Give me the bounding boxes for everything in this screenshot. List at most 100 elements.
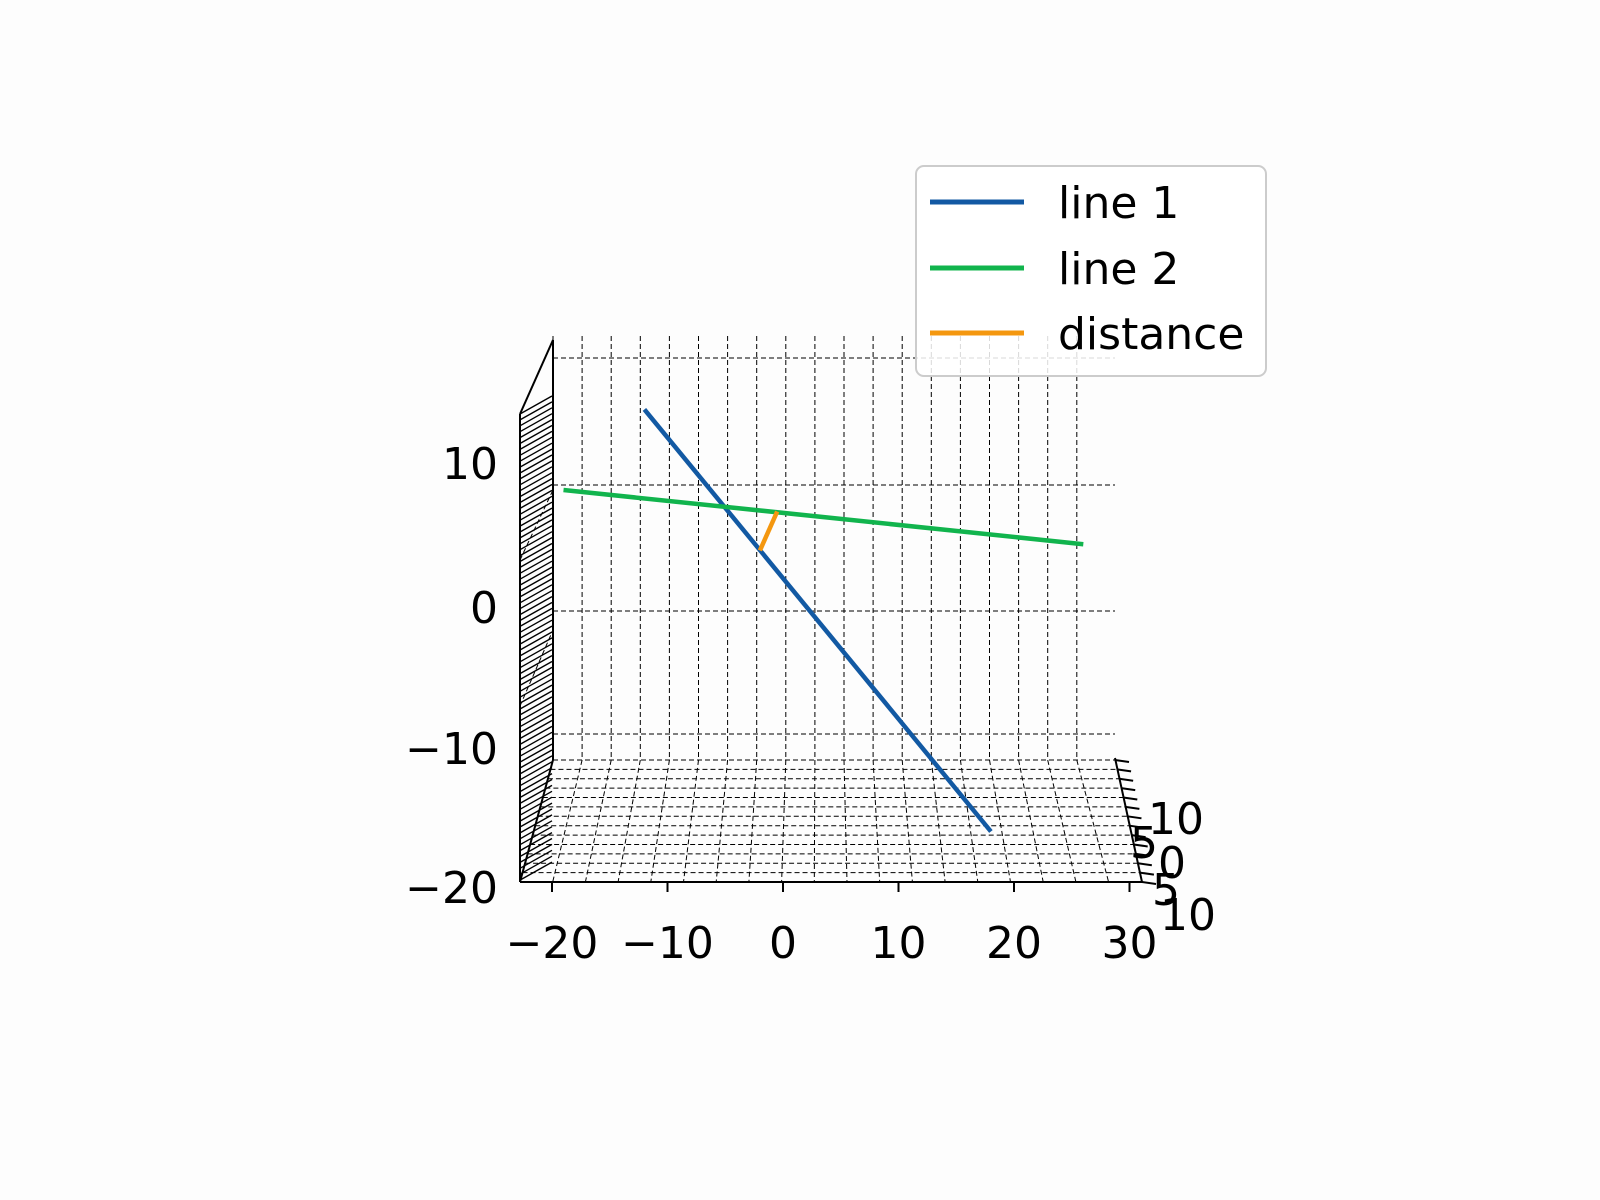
left-pane-hatch — [519, 460, 553, 480]
y-tick-mark — [1127, 815, 1142, 820]
left-pane-hatch — [519, 560, 553, 580]
left-pane-grid — [519, 629, 554, 707]
left-pane-hatch — [519, 660, 553, 681]
x-tick-label: 20 — [986, 918, 1042, 969]
left-pane-hatch — [519, 531, 553, 551]
left-pane-hatch — [519, 702, 553, 722]
y-tick-label: 5 — [1130, 818, 1158, 869]
left-pane-hatch — [519, 855, 553, 875]
left-pane-hatch — [519, 849, 553, 869]
left-pane-hatch — [519, 666, 553, 687]
legend-label-distance: distance — [1058, 309, 1244, 360]
series-line-2 — [563, 487, 1084, 547]
left-pane-hatch — [519, 595, 553, 616]
z-tick-label: −20 — [405, 863, 498, 914]
left-pane-hatch — [519, 601, 553, 622]
left-pane-hatch — [519, 672, 553, 692]
y-tick-mark — [1125, 805, 1140, 810]
legend-box — [915, 165, 1267, 377]
y-tick-mark — [1131, 834, 1146, 839]
left-pane-hatch — [519, 654, 553, 675]
x-axis: −20 −10 0 10 20 30 — [506, 882, 1158, 969]
series-line-1 — [642, 407, 993, 833]
floor-grid-line — [1076, 759, 1110, 883]
left-pane-hatch — [519, 501, 553, 521]
z-tick-label: 10 — [442, 439, 498, 490]
floor-grid-line — [959, 759, 979, 883]
left-pane-hatch — [519, 820, 553, 840]
z-axis: 10 0 −10 −20 — [405, 439, 498, 914]
left-pane-hatch — [519, 424, 553, 445]
y-tick-mark — [1135, 852, 1150, 857]
left-pane-hatch — [519, 613, 553, 633]
left-pane-hatch — [519, 472, 553, 492]
x-tick-label: 30 — [1102, 918, 1158, 969]
left-pane-hatch — [519, 607, 553, 628]
y-tick-mark — [1137, 862, 1152, 867]
floor-grid-line — [584, 759, 612, 883]
y-tick-mark — [1121, 787, 1136, 792]
left-pane-hatch — [519, 489, 553, 510]
left-pane-hatch — [519, 519, 553, 539]
left-pane-hatch — [519, 548, 553, 569]
left-pane-hatch — [519, 743, 553, 763]
left-pane-grid — [519, 489, 554, 561]
left-pane-hatch — [519, 790, 553, 810]
left-pane — [519, 339, 554, 883]
left-pane-hatch — [519, 719, 553, 740]
left-pane-hatch — [519, 507, 553, 527]
left-pane-hatch — [519, 418, 553, 439]
left-pane-hatch — [519, 625, 553, 645]
floor-grid-line — [781, 759, 787, 883]
left-pane-hatch — [519, 778, 553, 799]
x-tick-label: −10 — [621, 918, 714, 969]
left-pane-hatch — [519, 649, 553, 669]
y-tick-mark — [1129, 824, 1144, 829]
left-pane-hatch — [519, 395, 553, 415]
floor-grid-line — [872, 759, 881, 883]
x-tick-label: 10 — [871, 918, 927, 969]
left-pane-hatch — [519, 525, 553, 545]
legend-label-line-2: line 2 — [1058, 244, 1179, 295]
back-grid — [552, 336, 1115, 760]
left-pane-hatch — [519, 413, 553, 433]
left-pane-hatch — [519, 536, 553, 557]
left-pane-hatch — [519, 861, 553, 881]
left-pane-hatch — [519, 631, 553, 651]
series-distance — [757, 510, 780, 552]
left-pane-hatch — [519, 619, 553, 639]
left-pane-hatch — [519, 826, 553, 846]
series-layer — [563, 407, 1084, 833]
left-pane-hatch — [519, 696, 553, 716]
floor-grid-line — [715, 759, 729, 883]
legend-label-line-1: line 1 — [1058, 178, 1179, 229]
floor-grid-line — [901, 759, 913, 883]
left-pane-hatch — [519, 430, 553, 451]
y-tick-mark — [1139, 871, 1155, 876]
z-tick-label: 0 — [470, 583, 498, 634]
floor-grid-line — [1018, 759, 1044, 883]
left-pane-hatch — [519, 755, 553, 775]
left-pane-hatch — [519, 584, 553, 604]
left-pane-hatch — [519, 590, 553, 610]
left-pane-hatch — [519, 554, 553, 574]
y-tick-label: 0 — [1158, 838, 1186, 889]
left-pane-hatch — [519, 749, 553, 769]
floor-grid-line — [552, 759, 583, 883]
left-pane-hatch — [519, 725, 553, 746]
left-pane-hatch — [519, 407, 553, 427]
left-pane-hatch — [519, 436, 553, 456]
y-tick-label: 10 — [1148, 794, 1204, 845]
y-tick-mark — [1133, 843, 1148, 848]
left-pane-hatch — [519, 542, 553, 563]
floor-grid-line — [843, 759, 848, 883]
left-pane-hatch — [519, 767, 553, 787]
left-pane-hatch — [519, 761, 553, 781]
left-pane-hatch — [519, 643, 553, 663]
floor-grid-line — [617, 759, 641, 883]
floor-grid-line — [1047, 759, 1077, 883]
left-pane-hatch — [519, 808, 553, 828]
floor-grid-line — [989, 759, 1011, 883]
